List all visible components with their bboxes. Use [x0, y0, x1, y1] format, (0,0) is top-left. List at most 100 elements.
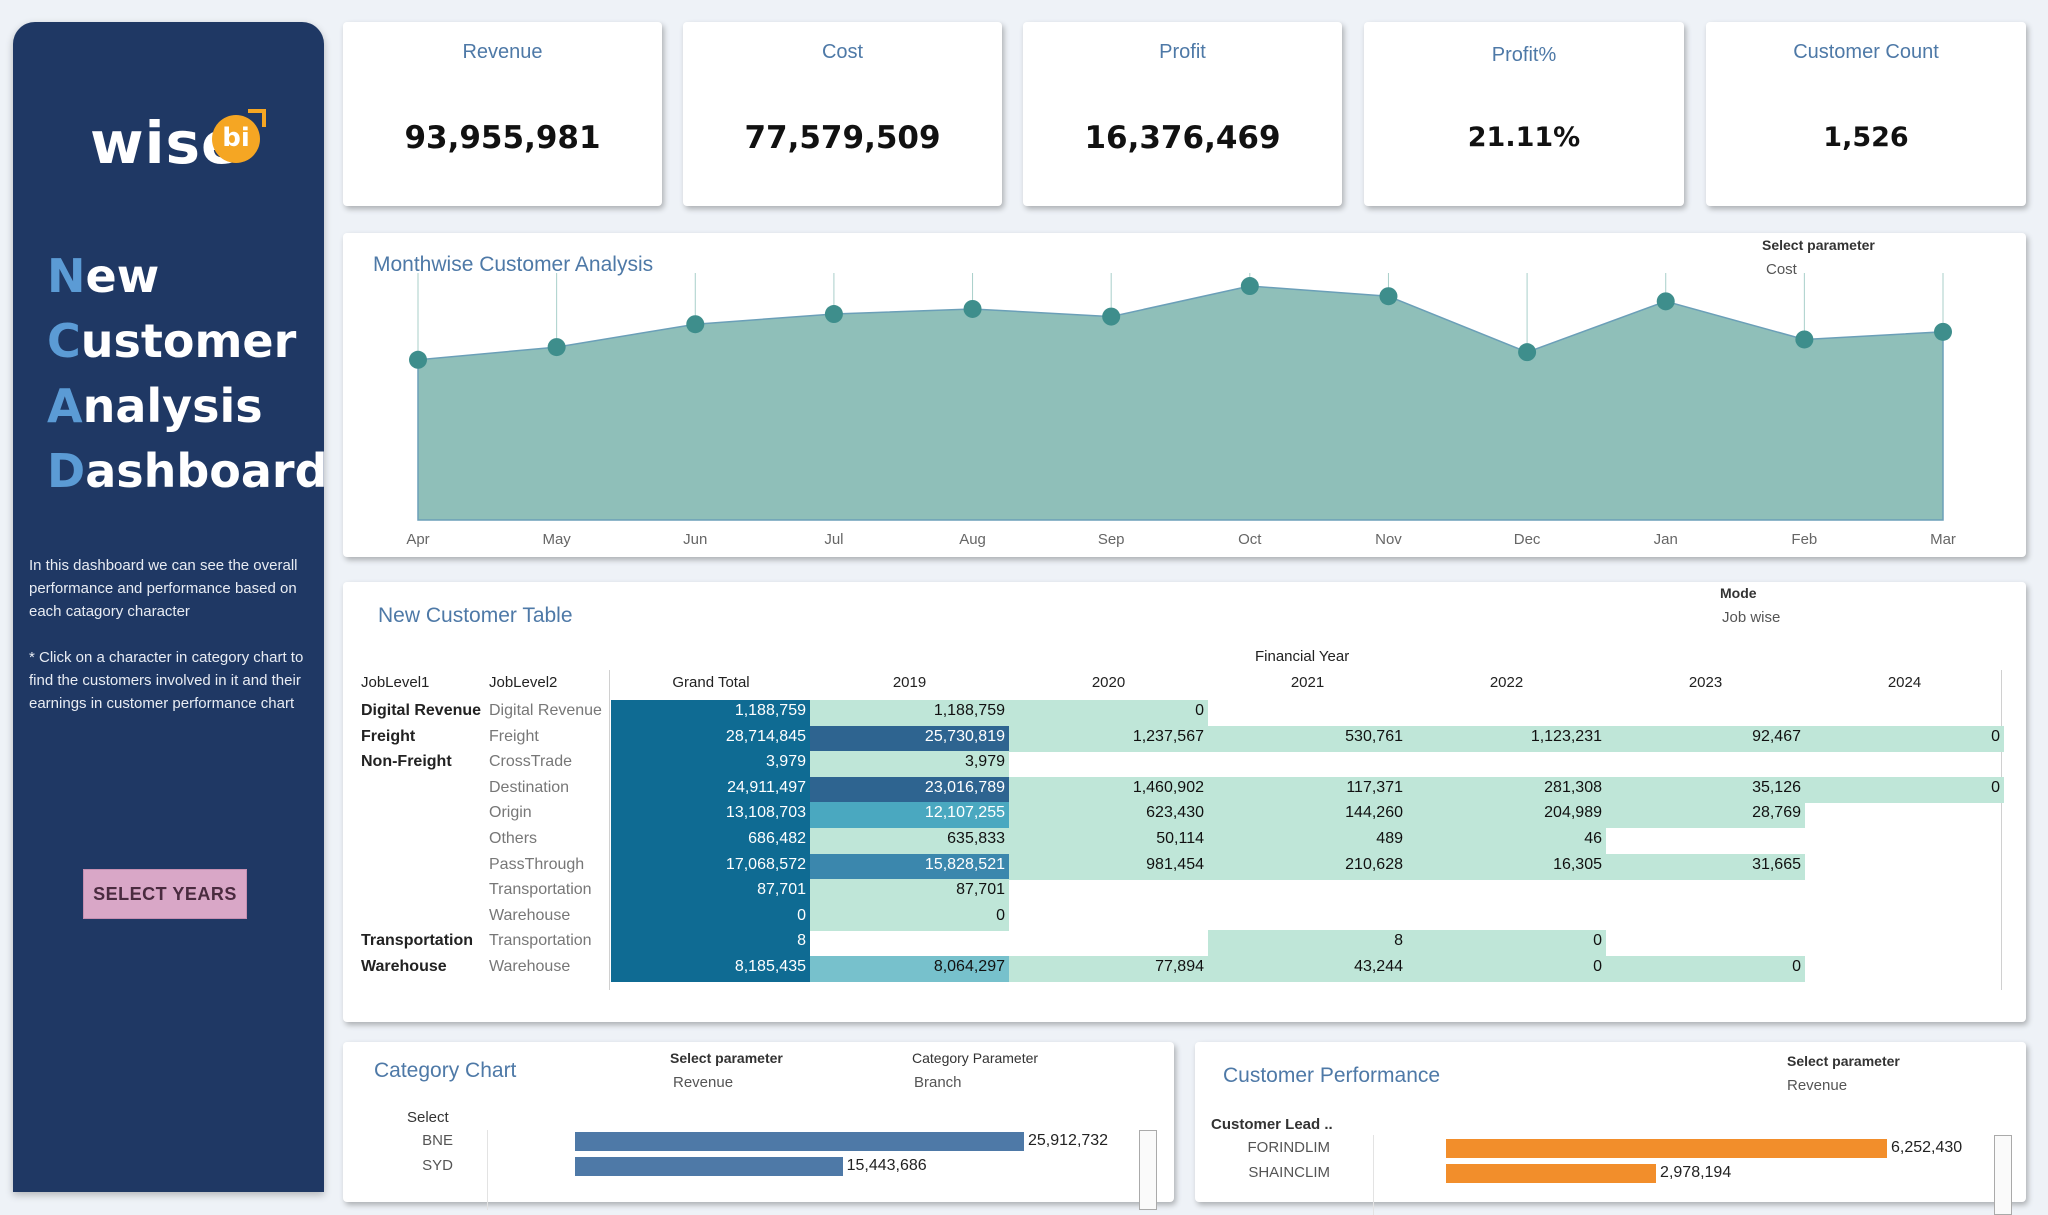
title-line: Dashboard: [47, 444, 328, 498]
scrollbar[interactable]: [1139, 1130, 1157, 1210]
bar[interactable]: [575, 1132, 1024, 1151]
category-label[interactable]: SHAINCLIM: [1248, 1164, 1330, 1181]
area-chart: Apr May Jun Jul Aug Sep Oct Nov Dec Jan Feb Mar: [406, 273, 1956, 548]
parameter-dropdown[interactable]: Revenue: [1787, 1077, 1848, 1094]
bar[interactable]: [575, 1157, 843, 1176]
table-cell[interactable]: 981,454: [1009, 853, 1208, 880]
table-cell[interactable]: 144,260: [1208, 802, 1407, 829]
grand-total-cell[interactable]: 3,979: [611, 751, 810, 778]
data-point[interactable]: [1518, 343, 1537, 362]
table-cell[interactable]: 204,989: [1407, 802, 1606, 829]
table-cell[interactable]: 210,628: [1208, 853, 1407, 880]
table-cell[interactable]: 50,114: [1009, 828, 1208, 855]
data-point[interactable]: [824, 305, 843, 324]
column-header-joblevel1: JobLevel1: [361, 674, 430, 691]
table-cell[interactable]: 92,467: [1606, 725, 1805, 752]
category-parameter-dropdown[interactable]: Branch: [914, 1074, 962, 1091]
category-label[interactable]: SYD: [422, 1157, 453, 1174]
table-cell[interactable]: 530,761: [1208, 725, 1407, 752]
axis-line: [487, 1130, 488, 1210]
x-tick-label: Aug: [959, 531, 986, 548]
grand-total-cell[interactable]: 87,701: [611, 879, 810, 906]
table-cell[interactable]: 1,188,759: [810, 700, 1009, 727]
data-point[interactable]: [547, 338, 566, 357]
row-joblevel2: Destination: [489, 778, 570, 796]
category-label[interactable]: FORINDLIM: [1247, 1139, 1331, 1156]
category-label[interactable]: BNE: [422, 1132, 453, 1149]
bar[interactable]: [1446, 1139, 1887, 1158]
table-cell[interactable]: 12,107,255: [810, 802, 1009, 829]
grand-total-cell[interactable]: 13,108,703: [611, 802, 810, 829]
data-point[interactable]: [1934, 322, 1952, 341]
grand-total-cell[interactable]: 686,482: [611, 828, 810, 855]
grand-total-cell[interactable]: 8,185,435: [611, 956, 810, 983]
dashboard-title: New Customer Analysis Dashboard: [47, 244, 328, 504]
mode-dropdown[interactable]: Job wise: [1722, 609, 1781, 626]
table-cell[interactable]: 8,064,297: [810, 956, 1009, 983]
category-param-label: Category Parameter: [912, 1050, 1039, 1066]
row-joblevel2: Warehouse: [489, 958, 571, 975]
data-point[interactable]: [963, 299, 982, 318]
data-point[interactable]: [1656, 292, 1675, 311]
table-cell[interactable]: 23,016,789: [810, 776, 1009, 803]
table-cell[interactable]: 1,123,231: [1407, 725, 1606, 752]
x-tick-label: Jul: [824, 531, 843, 548]
grand-total-cell[interactable]: 1,188,759: [611, 700, 810, 727]
data-point[interactable]: [686, 315, 705, 334]
table-cell[interactable]: 35,126: [1606, 776, 1805, 803]
table-cell[interactable]: 16,305: [1407, 853, 1606, 880]
scrollbar[interactable]: [1994, 1135, 2012, 1215]
table-cell[interactable]: 117,371: [1208, 776, 1407, 803]
grand-total-cell[interactable]: 8: [611, 930, 810, 957]
table-cell[interactable]: 0: [1805, 776, 2004, 803]
grand-total-cell[interactable]: 24,911,497: [611, 776, 810, 803]
param-label: Select parameter: [1762, 237, 1875, 253]
table-cell[interactable]: 489: [1208, 828, 1407, 855]
table-cell[interactable]: 0: [1009, 700, 1208, 727]
table-cell[interactable]: 1,237,567: [1009, 725, 1208, 752]
table-cell[interactable]: 635,833: [810, 828, 1009, 855]
parameter-dropdown[interactable]: Cost: [1766, 261, 1797, 278]
kpi-card-profit: Profit 16,376,469: [1023, 22, 1342, 206]
grand-total-cell[interactable]: 28,714,845: [611, 725, 810, 752]
kpi-value: 93,955,981: [404, 120, 601, 156]
table-cell[interactable]: 0: [810, 904, 1009, 931]
table-cell[interactable]: 0: [1805, 725, 2004, 752]
data-point[interactable]: [409, 350, 427, 369]
title-line: Analysis: [47, 379, 263, 433]
grand-total-cell[interactable]: 0: [611, 904, 810, 931]
kpi-card-customer-count: Customer Count 1,526: [1706, 22, 2026, 206]
table-cell[interactable]: 623,430: [1009, 802, 1208, 829]
column-header-joblevel2: JobLevel2: [489, 674, 558, 691]
parameter-dropdown[interactable]: Revenue: [673, 1074, 734, 1091]
table-cell[interactable]: 28,769: [1606, 802, 1805, 829]
x-tick-label: Sep: [1098, 531, 1125, 548]
axis-line: [1373, 1135, 1374, 1215]
table-cell[interactable]: 25,730,819: [810, 725, 1009, 752]
bar[interactable]: [1446, 1164, 1657, 1183]
grand-total-cell[interactable]: 17,068,572: [611, 853, 810, 880]
table-cell[interactable]: 0: [1407, 930, 1606, 957]
select-years-button[interactable]: SELECT YEARS: [83, 869, 247, 919]
table-cell[interactable]: 43,244: [1208, 956, 1407, 983]
data-point[interactable]: [1102, 307, 1121, 326]
table-cell[interactable]: 0: [1407, 956, 1606, 983]
table-cell[interactable]: 8: [1208, 930, 1407, 957]
table-cell[interactable]: 77,894: [1009, 956, 1208, 983]
table-cell[interactable]: 0: [1606, 956, 1805, 983]
table-cell[interactable]: 46: [1407, 828, 1606, 855]
table-cell[interactable]: 281,308: [1407, 776, 1606, 803]
monthwise-panel: Monthwise Customer Analysis Select param…: [343, 233, 2026, 557]
column-header-year: 2023: [1688, 674, 1723, 691]
table-cell[interactable]: 3,979: [810, 751, 1009, 778]
table-cell[interactable]: 1,460,902: [1009, 776, 1208, 803]
table-cell[interactable]: 87,701: [810, 879, 1009, 906]
data-point[interactable]: [1795, 330, 1814, 349]
kpi-card-cost: Cost 77,579,509: [683, 22, 1002, 206]
kpi-label: Cost: [821, 41, 864, 63]
table-cell[interactable]: 31,665: [1606, 853, 1805, 880]
table-cell[interactable]: 15,828,521: [810, 853, 1009, 880]
data-point[interactable]: [1379, 287, 1398, 306]
data-point[interactable]: [1240, 277, 1259, 296]
row-joblevel2: Freight: [489, 727, 539, 745]
